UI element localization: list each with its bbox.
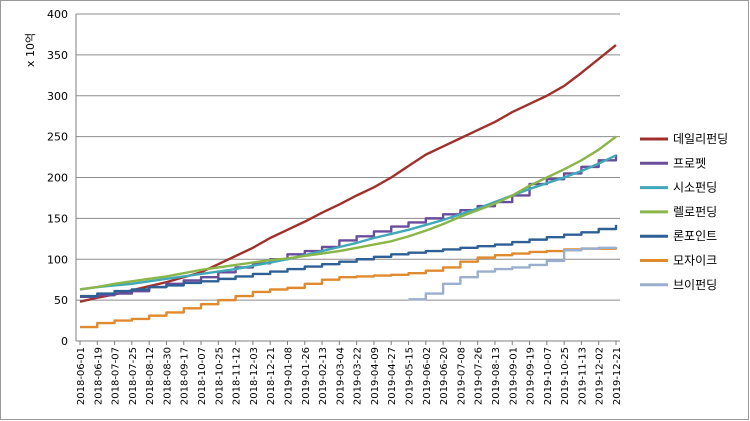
x-tick-label: 2019-02-13 xyxy=(318,347,329,405)
series-line-2 xyxy=(80,154,618,299)
x-tick-label: 2018-10-25 xyxy=(214,347,225,405)
x-tick-label: 2019-09-19 xyxy=(526,347,537,405)
legend-label: 프로펫 xyxy=(673,156,706,170)
x-tick-label: 2019-08-13 xyxy=(491,347,502,405)
x-tick-label: 2018-06-19 xyxy=(93,347,104,405)
x-tick-label: 2019-10-07 xyxy=(543,347,554,405)
series-line-7 xyxy=(408,246,618,301)
legend-label: 론포인트 xyxy=(673,229,717,243)
x-tick-label: 2018-12-21 xyxy=(266,347,277,405)
series-line-5 xyxy=(80,224,618,298)
x-tick-label: 2019-12-21 xyxy=(612,347,623,405)
x-tick-label: 2019-11-13 xyxy=(577,347,588,405)
x-tick-label: 2019-03-22 xyxy=(353,347,364,405)
x-tick-label: 2019-01-26 xyxy=(301,347,312,405)
legend-label: 브이펀딩 xyxy=(673,278,717,292)
y-unit-label: x 10억 xyxy=(24,33,37,67)
y-tick-label: 100 xyxy=(47,253,68,266)
legend-label: 모자이크 xyxy=(673,254,717,268)
x-tick-label: 2018-08-12 xyxy=(145,347,156,405)
x-tick-label: 2019-05-15 xyxy=(405,347,416,405)
y-tick-label: 50 xyxy=(54,294,68,307)
y-tick-label: 400 xyxy=(47,8,68,21)
x-tick-label: 2019-10-25 xyxy=(560,347,571,405)
x-tick-label: 2019-09-01 xyxy=(508,347,519,405)
x-tick-label: 2018-09-17 xyxy=(180,347,191,405)
x-tick-label: 2019-07-26 xyxy=(474,347,485,405)
x-tick-label: 2018-07-07 xyxy=(111,347,122,405)
x-tick-label: 2019-06-20 xyxy=(439,347,450,405)
series-line-4 xyxy=(79,135,617,291)
x-tick-label: 2018-06-01 xyxy=(76,347,87,405)
y-tick-label: 150 xyxy=(47,212,68,225)
y-tick-label: 250 xyxy=(47,131,68,144)
legend-label: 시소펀딩 xyxy=(673,181,717,195)
x-tick-label: 2018-07-25 xyxy=(128,347,139,405)
y-tick-label: 300 xyxy=(47,90,68,103)
x-tick-label: 2019-12-02 xyxy=(595,347,606,405)
x-tick-label: 2018-11-12 xyxy=(232,347,243,405)
x-tick-label: 2019-04-27 xyxy=(387,347,398,405)
legend-label: 데일리펀딩 xyxy=(673,132,728,146)
x-tick-label: 2019-06-02 xyxy=(422,347,433,405)
x-tick-label: 2019-07-08 xyxy=(456,347,467,405)
x-tick-label: 2018-12-03 xyxy=(249,347,260,405)
series-line-3 xyxy=(79,154,617,291)
series-line-6 xyxy=(80,247,618,329)
x-tick-label: 2019-04-09 xyxy=(370,347,381,405)
legend-label: 렐로펀딩 xyxy=(673,205,717,219)
y-tick-label: 200 xyxy=(47,172,68,185)
x-tick-label: 2018-08-30 xyxy=(162,347,173,405)
x-tick-label: 2019-01-08 xyxy=(283,347,294,405)
x-tick-label: 2018-10-07 xyxy=(197,347,208,405)
y-tick-label: 0 xyxy=(61,335,68,348)
series-line-1 xyxy=(79,44,617,303)
x-tick-label: 2019-03-04 xyxy=(335,347,346,405)
y-tick-label: 350 xyxy=(47,49,68,62)
